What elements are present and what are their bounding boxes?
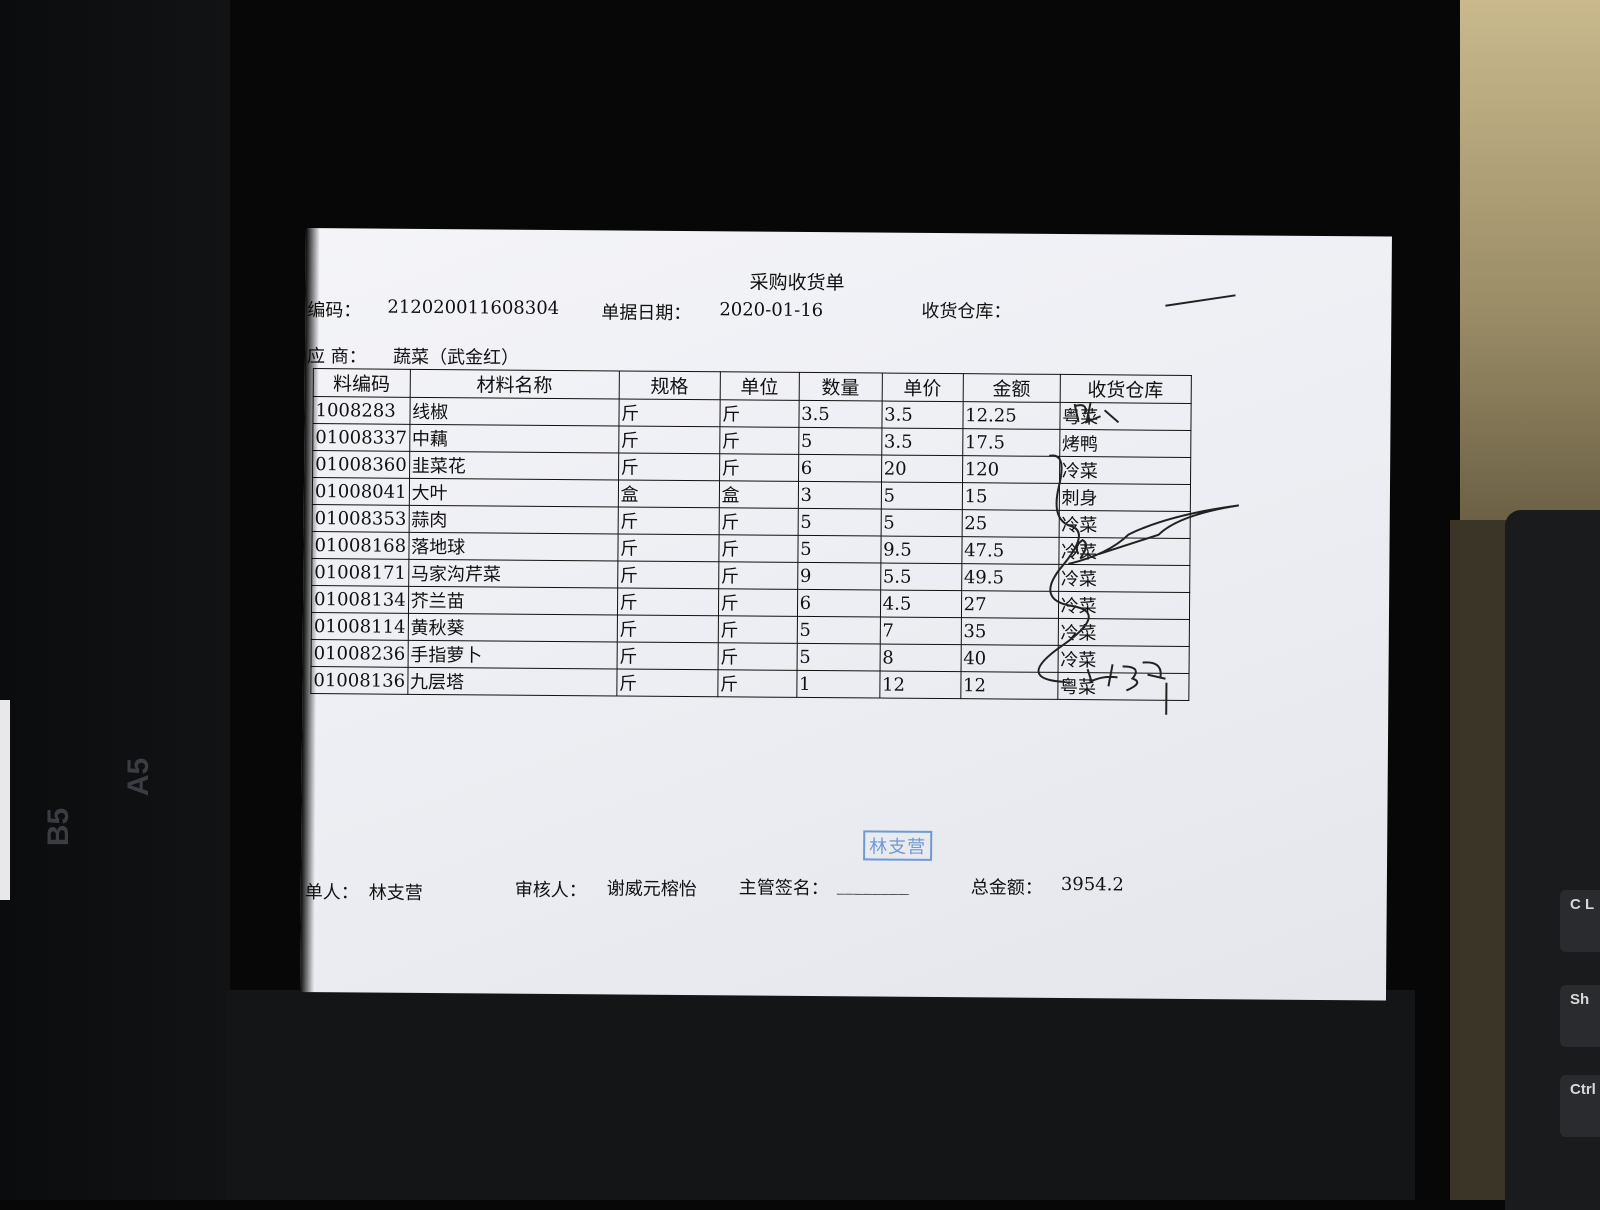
size-sticker-a5: A5 <box>122 757 156 797</box>
other-paper-edge <box>0 700 10 900</box>
maker-value: 林支营 <box>368 882 423 904</box>
key-caps-lock: C L <box>1560 890 1600 952</box>
warehouse-scribble <box>1165 294 1236 307</box>
key-shift: Sh <box>1560 985 1600 1047</box>
signature-mark-3 <box>1086 661 1168 715</box>
reviewer-label: 审核人： <box>514 879 587 902</box>
name-stamp: 林支营 <box>863 830 933 861</box>
total-value: 3954.2 <box>1060 873 1124 896</box>
dark-surface <box>0 0 230 1200</box>
desk-surface <box>1460 0 1600 520</box>
tray <box>225 990 1415 1200</box>
signature-mark-1 <box>1073 401 1120 424</box>
handwritten-signatures <box>1037 294 1240 715</box>
supervisor-label: 主管签名： <box>738 877 829 900</box>
key-ctrl: Ctrl <box>1560 1075 1600 1137</box>
reviewer-value: 谢威元榕怡 <box>606 878 697 901</box>
receipt-paper: 采购收货单 编码： 212020011608304 单据日期： 2020-01-… <box>299 228 1392 1001</box>
supervisor-signature-line: ________ <box>836 874 909 896</box>
total-label: 总金额： <box>970 877 1043 899</box>
size-sticker-b5: B5 <box>42 807 76 847</box>
signature-mark-2 <box>1037 454 1240 683</box>
